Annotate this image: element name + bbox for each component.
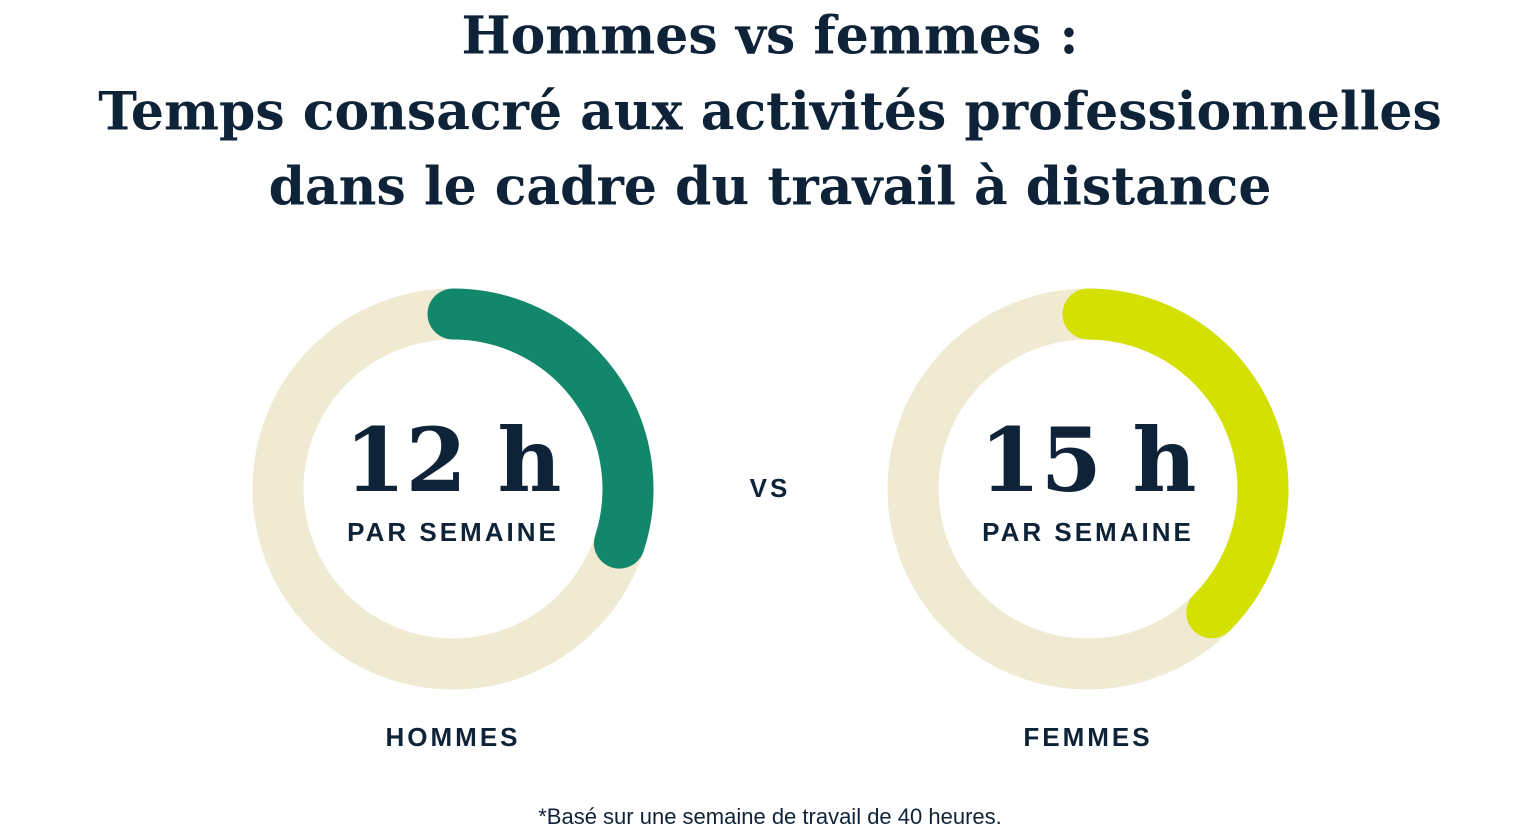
sublabel: PAR SEMAINE: [347, 517, 559, 547]
title-line: dans le cadre du travail à distance: [269, 157, 1272, 218]
separator: VS: [750, 473, 791, 503]
sublabel: PAR SEMAINE: [982, 517, 1194, 547]
value-label: 12 h: [344, 408, 561, 512]
title-line: Temps consacré aux activités professionn…: [98, 82, 1442, 143]
value-label: 15 h: [979, 408, 1196, 512]
category-label: FEMMES: [1023, 722, 1152, 752]
title-line: Hommes vs femmes :: [461, 6, 1078, 67]
footnote: *Basé sur une semaine de travail de 40 h…: [538, 804, 1002, 829]
gauge-arc: [427, 288, 654, 569]
category-label: HOMMES: [386, 722, 521, 752]
gauge-arc: [1062, 288, 1289, 639]
